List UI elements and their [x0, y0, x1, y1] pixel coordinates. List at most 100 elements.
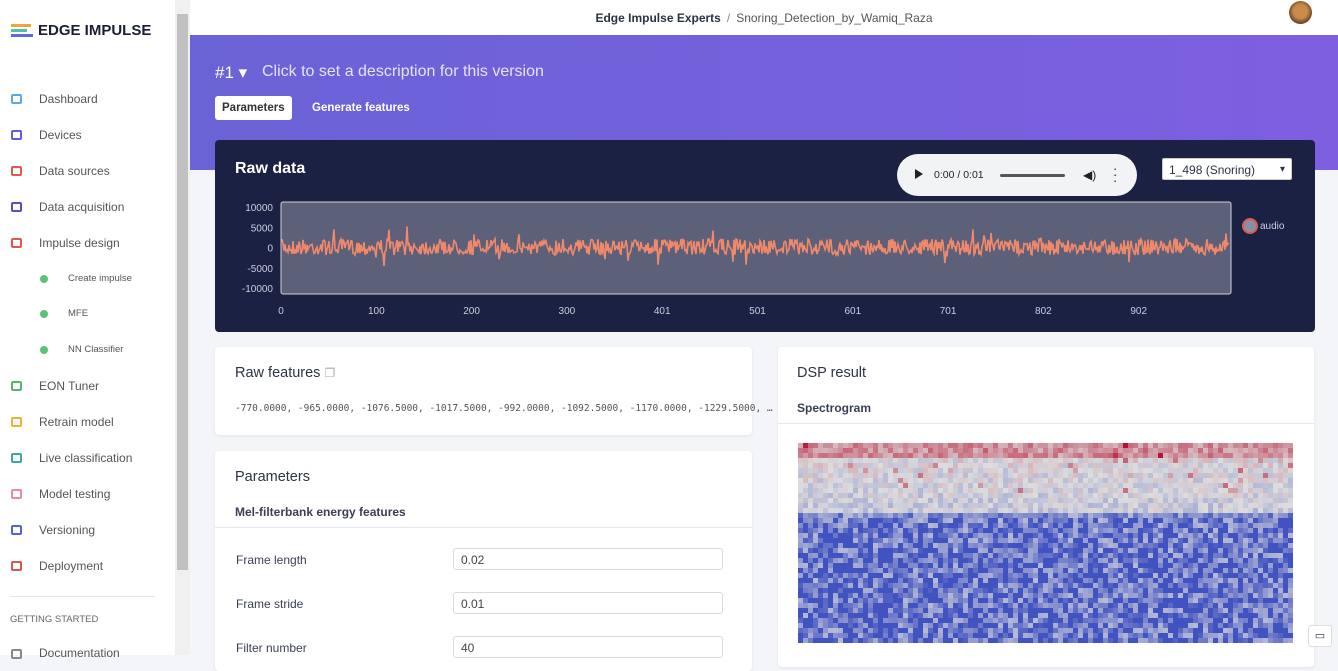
- spectrogram-cell: [843, 588, 848, 593]
- spectrogram-cell: [1208, 593, 1213, 598]
- spectrogram-cell: [838, 598, 843, 603]
- spectrogram-cell: [963, 578, 968, 583]
- spectrogram-cell: [868, 493, 873, 498]
- nav-item[interactable]: Data acquisition: [39, 199, 125, 214]
- spectrogram-cell: [1238, 478, 1243, 483]
- nav-subitem[interactable]: NN Classifier: [68, 344, 124, 356]
- spectrogram-cell: [1068, 553, 1073, 558]
- field-input[interactable]: 0.01: [453, 592, 723, 614]
- version-description[interactable]: Click to set a description for this vers…: [262, 63, 544, 80]
- spectrogram-cell: [1028, 523, 1033, 528]
- spectrogram-cell: [1028, 468, 1033, 473]
- spectrogram-cell: [958, 558, 963, 563]
- field-input[interactable]: 0.02: [453, 548, 723, 570]
- spectrogram-cell: [948, 478, 953, 483]
- nav-item[interactable]: Dashboard: [39, 92, 98, 106]
- spectrogram-cell: [1198, 563, 1203, 568]
- spectrogram-cell: [1233, 573, 1238, 578]
- nav-item[interactable]: Versioning: [39, 522, 96, 537]
- nav-item[interactable]: Devices: [39, 127, 82, 142]
- spectrogram-cell: [1163, 518, 1168, 523]
- spectrogram-cell: [953, 628, 958, 633]
- spectrogram-cell: [1083, 498, 1088, 503]
- spectrogram-cell: [1058, 593, 1063, 598]
- nav-item[interactable]: EON Tuner: [39, 379, 100, 394]
- nav-subitem[interactable]: Create impulse: [68, 272, 132, 284]
- spectrogram-cell: [1163, 558, 1168, 563]
- spectrogram-cell: [1248, 628, 1253, 633]
- spectrogram-cell: [1113, 628, 1118, 633]
- menu-button[interactable]: · · ·: [1113, 161, 1118, 188]
- spectrogram-cell: [1058, 543, 1063, 548]
- nav-item[interactable]: Data sources: [39, 163, 110, 178]
- spectrogram-cell: [1213, 538, 1218, 543]
- audio-player[interactable]: 0:00 / 0:01 ◀) · · ·: [897, 154, 1137, 196]
- spectrogram-cell: [1263, 543, 1268, 548]
- spectrogram-cell: [993, 453, 998, 458]
- spectrogram-cell: [898, 588, 903, 593]
- spectrogram-cell: [898, 603, 903, 608]
- breadcrumb-project[interactable]: Snoring_Detection_by_Wamiq_Raza: [736, 10, 933, 25]
- spectrogram-cell: [1283, 488, 1288, 493]
- scrollbar[interactable]: [175, 0, 190, 655]
- spectrogram-cell: [1013, 548, 1018, 553]
- feedback-button[interactable]: ▭: [1308, 625, 1332, 647]
- spectrogram-cell: [1218, 598, 1223, 603]
- spectrogram-cell: [833, 508, 838, 513]
- tab-generate[interactable]: Generate features: [312, 102, 410, 114]
- spectrogram-cell: [798, 508, 803, 513]
- spectrogram-cell: [933, 463, 938, 468]
- play-button[interactable]: [915, 169, 923, 179]
- spectrogram-cell: [1113, 538, 1118, 543]
- seek-bar[interactable]: [1000, 174, 1065, 177]
- spectrogram-cell: [1123, 633, 1128, 638]
- nav-item[interactable]: Impulse design: [39, 235, 120, 250]
- spectrogram-cell: [853, 568, 858, 573]
- tab-parameters[interactable]: Parameters: [215, 96, 292, 120]
- nav-item[interactable]: Deployment: [39, 558, 104, 573]
- spectrogram-cell: [928, 583, 933, 588]
- nav-subitem[interactable]: MFE: [68, 308, 89, 320]
- breadcrumb-owner[interactable]: Edge Impulse Experts: [595, 10, 721, 25]
- spectrogram-cell: [1153, 593, 1158, 598]
- spectrogram-cell: [828, 593, 833, 598]
- sample-select-text[interactable]: 1_498 (Snoring): [1169, 163, 1256, 177]
- nav-item[interactable]: Documentation: [39, 646, 120, 660]
- spectrogram-cell: [1133, 568, 1138, 573]
- spectrogram-cell: [983, 623, 988, 628]
- spectrogram-cell: [913, 518, 918, 523]
- spectrogram-cell: [1158, 448, 1163, 453]
- spectrogram-cell: [968, 618, 973, 623]
- spectrogram-cell: [1013, 513, 1018, 518]
- spectrogram-cell: [1253, 488, 1258, 493]
- volume-button[interactable]: ◀): [1083, 168, 1097, 182]
- spectrogram-cell: [1078, 578, 1083, 583]
- spectrogram-cell: [1228, 473, 1233, 478]
- spectrogram-cell: [1223, 518, 1228, 523]
- spectrogram-cell: [1263, 608, 1268, 613]
- spectrogram-cell: [1223, 548, 1228, 553]
- spectrogram-cell: [1178, 443, 1183, 448]
- nav-item[interactable]: Live classification: [39, 451, 133, 465]
- spectrogram-cell: [858, 583, 863, 588]
- version-number-text[interactable]: #1: [215, 63, 234, 82]
- raw-features-title-text: Raw features: [235, 365, 321, 381]
- spectrogram-cell: [1188, 588, 1193, 593]
- nav-item[interactable]: Retrain model: [39, 415, 114, 430]
- version-number[interactable]: #1 ▾: [215, 63, 248, 82]
- spectrogram-cell: [1118, 628, 1123, 633]
- spectrogram-cell: [1243, 618, 1248, 623]
- spectrogram-cell: [963, 628, 968, 633]
- spectrogram-cell: [1233, 618, 1238, 623]
- spectrogram-cell: [878, 538, 883, 543]
- spectrogram-cell: [988, 488, 993, 493]
- spectrogram-cell: [853, 498, 858, 503]
- spectrogram-cell: [1028, 513, 1033, 518]
- spectrogram-cell: [893, 538, 898, 543]
- nav-item[interactable]: Model testing: [39, 486, 111, 501]
- sample-select[interactable]: 1_498 (Snoring) ▾: [1162, 158, 1292, 180]
- spectrogram-cell: [848, 573, 853, 578]
- avatar[interactable]: [1289, 1, 1312, 24]
- spectrogram-cell: [808, 523, 813, 528]
- spectrogram-cell: [1143, 558, 1148, 563]
